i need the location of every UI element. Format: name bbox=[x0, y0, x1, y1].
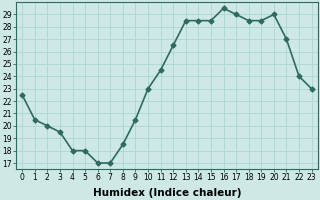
X-axis label: Humidex (Indice chaleur): Humidex (Indice chaleur) bbox=[93, 188, 241, 198]
